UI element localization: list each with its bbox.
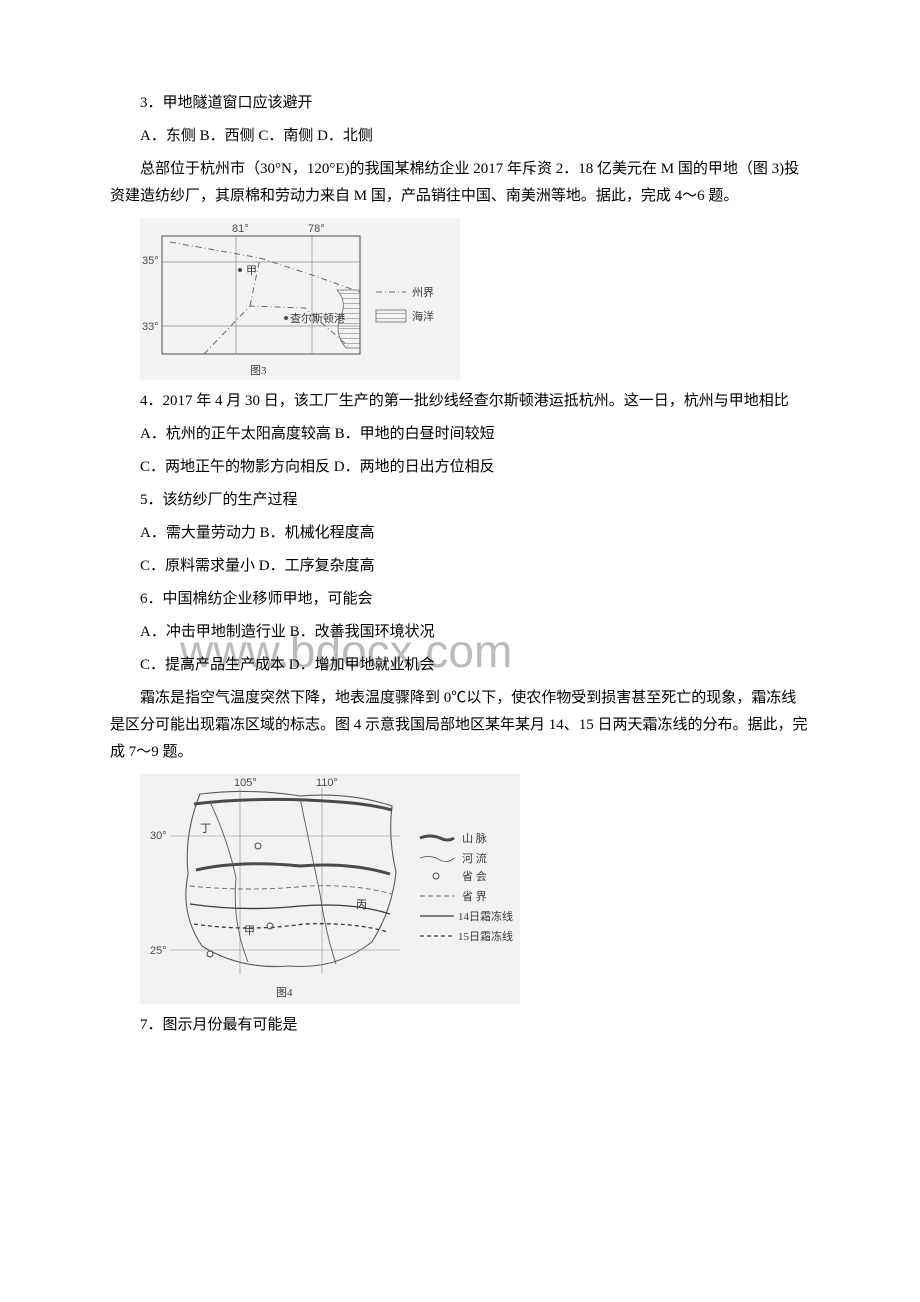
- q5-options-cd: C．原料需求量小 D．工序复杂度高: [110, 553, 810, 580]
- q6-options-ab: A．冲击甲地制造行业 B．改善我国环境状况: [110, 619, 810, 646]
- q6-stem: 6．中国棉纺企业移师甲地，可能会: [110, 586, 810, 613]
- fig4-lon-right: 110°: [316, 777, 338, 789]
- q3-options: A．东侧 B．西侧 C．南侧 D．北侧: [110, 123, 810, 150]
- figure-3: 81° 78° 35° 33° 甲: [140, 218, 810, 380]
- fig4-leg-line15: 15日霜冻线: [458, 929, 513, 943]
- fig4-lat-bottom: 25°: [150, 945, 167, 957]
- figure-4-svg: 105° 110° 30° 25° 丁: [140, 774, 520, 1004]
- fig4-lon-left: 105°: [234, 777, 257, 789]
- fig3-lon-left: 81°: [232, 223, 249, 235]
- fig3-place-jia: 甲: [246, 265, 257, 277]
- fig4-label-bing: 丙: [356, 899, 367, 911]
- fig4-leg-capital: 省 会: [462, 870, 487, 883]
- document-content: 3．甲地隧道窗口应该避开 A．东侧 B．西侧 C．南侧 D．北侧 总部位于杭州市…: [110, 90, 810, 1039]
- figure-4: 105° 110° 30° 25° 丁: [140, 774, 810, 1004]
- q4-options-ab: A．杭州的正午太阳高度较高 B．甲地的白昼时间较短: [110, 421, 810, 448]
- fig3-legend-state: 州界: [412, 286, 434, 299]
- fig4-label-ding: 丁: [200, 823, 211, 835]
- q5-options-ab: A．需大量劳动力 B．机械化程度高: [110, 520, 810, 547]
- fig4-leg-line14: 14日霜冻线: [458, 909, 513, 923]
- q6-options-cd: C．提高产品生产成本 D．增加甲地就业机会: [110, 652, 810, 679]
- fig3-place-port: 查尔斯顿港: [290, 311, 345, 325]
- fig4-leg-border: 省 界: [462, 890, 487, 903]
- fig4-caption: 图4: [276, 986, 293, 999]
- fig4-leg-mountain: 山 脉: [462, 831, 487, 845]
- passage-3: 霜冻是指空气温度突然下降，地表温度骤降到 0℃以下，使农作物受到损害甚至死亡的现…: [110, 685, 810, 766]
- fig3-legend-sea: 海洋: [412, 309, 434, 323]
- fig3-lat-top: 35°: [142, 255, 159, 267]
- fig3-lon-right: 78°: [308, 223, 325, 235]
- q3-stem: 3．甲地隧道窗口应该避开: [110, 90, 810, 117]
- figure-3-svg: 81° 78° 35° 33° 甲: [140, 218, 460, 380]
- q4-options-cd: C．两地正午的物影方向相反 D．两地的日出方位相反: [110, 454, 810, 481]
- passage-2: 总部位于杭州市（30°N，120°E)的我国某棉纺企业 2017 年斥资 2．1…: [110, 156, 810, 210]
- q4-stem: 4．2017 年 4 月 30 日，该工厂生产的第一批纱线经查尔斯顿港运抵杭州。…: [110, 388, 810, 415]
- q5-stem: 5．该纺纱厂的生产过程: [110, 487, 810, 514]
- fig3-lat-bottom: 33°: [142, 321, 159, 333]
- fig4-label-jia: 甲: [244, 925, 255, 937]
- fig4-leg-river: 河 流: [462, 851, 487, 865]
- fig4-lat-top: 30°: [150, 830, 167, 842]
- q7-stem: 7．图示月份最有可能是: [110, 1012, 810, 1039]
- fig3-caption: 图3: [250, 364, 267, 377]
